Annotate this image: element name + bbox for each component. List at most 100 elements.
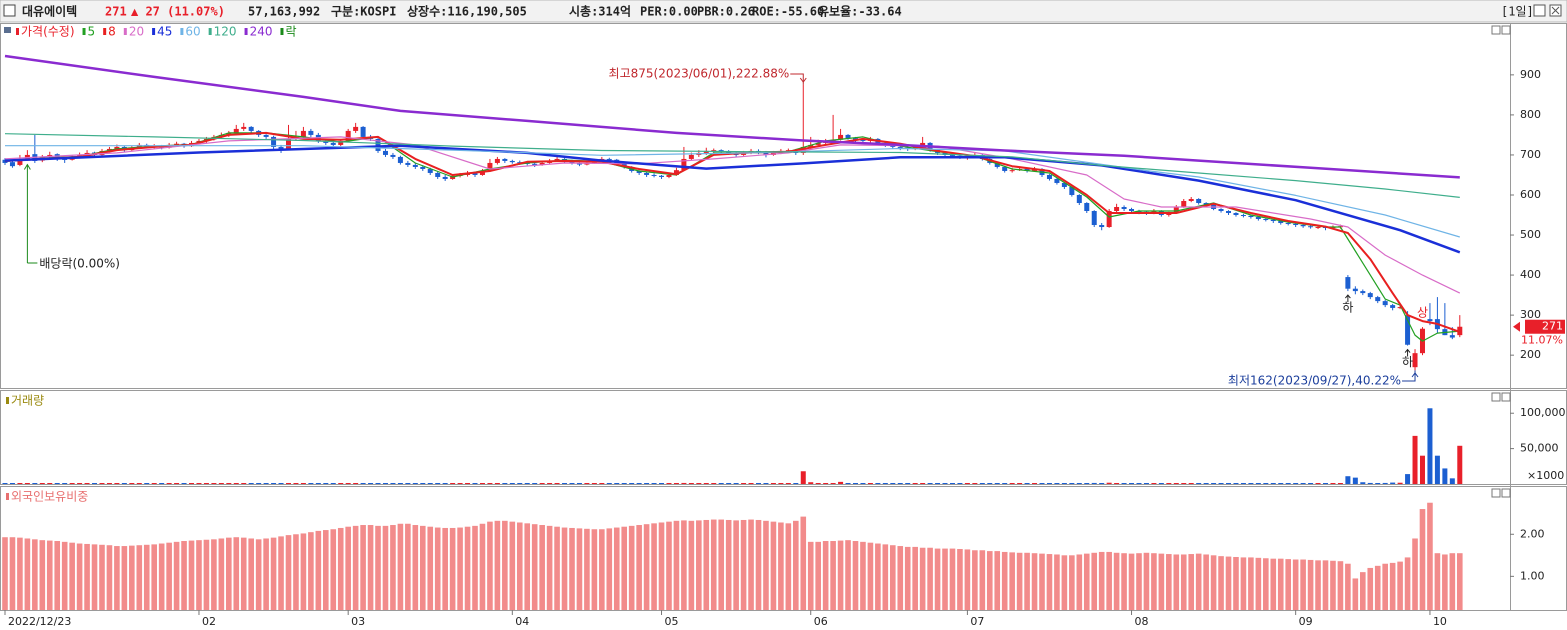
candle-body	[338, 140, 344, 145]
candle-body	[479, 170, 485, 175]
bar	[479, 523, 486, 610]
bar	[823, 483, 829, 484]
bar	[845, 540, 851, 610]
bar	[546, 525, 553, 610]
bar	[17, 483, 23, 484]
header-bar	[0, 0, 1567, 23]
bar	[278, 536, 284, 610]
bar	[17, 537, 23, 610]
bar	[263, 483, 269, 484]
bar	[69, 483, 75, 484]
bar	[54, 541, 61, 610]
stock-name: 대유에이텍	[22, 4, 77, 19]
candle-body	[1106, 211, 1112, 228]
candle-body	[233, 128, 239, 133]
pane-button[interactable]	[1501, 392, 1511, 402]
bar	[949, 483, 955, 484]
bar	[330, 529, 337, 610]
period[interactable]: [1일]	[1501, 5, 1534, 19]
bar	[487, 521, 493, 610]
bar	[1367, 482, 1373, 484]
bar	[1390, 482, 1396, 484]
candle-body	[1427, 319, 1433, 322]
candle-body	[1390, 305, 1396, 308]
bar	[636, 525, 642, 610]
bar	[1001, 551, 1008, 610]
bar	[606, 483, 612, 484]
candle-body	[472, 172, 478, 175]
bar	[91, 544, 98, 610]
candle-body	[1173, 207, 1179, 214]
bar	[47, 483, 53, 484]
bar	[994, 483, 1000, 484]
candle-body	[681, 158, 687, 171]
legend-label: 가격(수정)	[21, 25, 75, 39]
candle-body	[852, 138, 858, 140]
bar	[322, 530, 329, 610]
candle-body	[688, 154, 694, 159]
bar	[1002, 483, 1008, 484]
pane-button[interactable]	[1501, 488, 1511, 498]
bar	[1151, 553, 1157, 610]
bar	[905, 483, 911, 484]
bar	[748, 519, 754, 610]
bar	[1337, 483, 1343, 484]
bar	[957, 483, 963, 484]
pane-button[interactable]	[1491, 392, 1501, 402]
candle-body	[1240, 215, 1246, 217]
bar	[248, 483, 254, 484]
checkbox[interactable]	[3, 4, 16, 17]
bar	[442, 483, 448, 484]
y-tick-label: 500	[1520, 228, 1541, 241]
candle-body	[815, 142, 821, 145]
bar	[330, 483, 336, 484]
bar	[1300, 559, 1306, 610]
bar	[1203, 554, 1209, 610]
extreme-leader	[1402, 370, 1416, 382]
pane-button[interactable]	[1501, 25, 1511, 35]
bar	[166, 542, 172, 610]
bar	[285, 535, 292, 610]
candle-body	[1397, 307, 1403, 309]
x-tick-label: 02	[202, 615, 216, 628]
candle-body	[1360, 291, 1366, 294]
bar	[1031, 553, 1038, 610]
candle-body	[502, 158, 508, 161]
bar	[203, 539, 210, 610]
bar	[226, 483, 232, 484]
bar	[405, 483, 411, 484]
bar	[1248, 557, 1254, 610]
bar	[450, 483, 456, 484]
bar	[755, 519, 762, 610]
bar	[1255, 483, 1261, 484]
y-tick-label: 100,000	[1520, 406, 1566, 419]
pane-title: 거래량	[11, 394, 44, 408]
pane-button[interactable]	[1491, 488, 1501, 498]
maximize-button[interactable]	[1533, 4, 1546, 17]
bar	[584, 483, 590, 484]
bar	[703, 519, 710, 610]
bar	[188, 540, 195, 610]
candle-body	[636, 170, 642, 173]
candle-body	[994, 162, 1000, 167]
bar	[1121, 553, 1127, 610]
bar	[1322, 560, 1329, 610]
bar	[1263, 483, 1269, 484]
bar	[1367, 567, 1374, 610]
bar	[367, 525, 374, 610]
pane-button[interactable]	[1491, 25, 1501, 35]
candle-body	[263, 134, 269, 137]
bar	[434, 527, 441, 610]
bar	[1352, 477, 1358, 484]
bar	[852, 541, 859, 610]
candle-body	[1248, 215, 1254, 218]
bar	[114, 483, 120, 484]
bar	[613, 527, 620, 610]
bar	[121, 483, 127, 484]
bar	[778, 483, 784, 484]
x-tick-label: 09	[1299, 615, 1313, 628]
bar	[1188, 554, 1195, 610]
candle-body	[1367, 293, 1373, 298]
bar	[1240, 557, 1247, 610]
bar	[1270, 483, 1276, 484]
